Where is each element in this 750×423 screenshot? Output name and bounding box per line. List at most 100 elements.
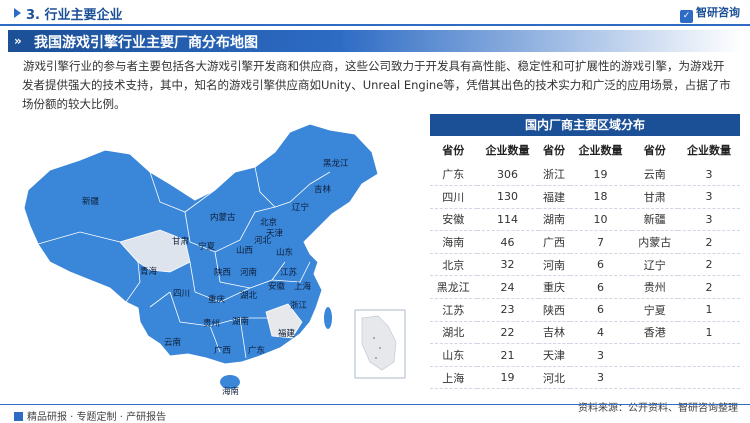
region-table-panel: 国内厂商主要区域分布 省份 企业数量 省份 企业数量 省份 企业数量 广东 306…	[430, 114, 740, 390]
map-label: 广东	[248, 345, 265, 355]
map-label: 湖北	[240, 290, 258, 300]
map-label: 湖南	[232, 316, 249, 326]
map-label: 山东	[276, 247, 293, 257]
brand-logo: ✓ 智研咨询	[680, 4, 740, 23]
table-cell: 4	[569, 321, 632, 345]
table-cell: 河北	[538, 366, 570, 390]
table-cell: 重庆	[538, 275, 570, 300]
table-cell: 河南	[538, 253, 570, 277]
map-label: 浙江	[290, 300, 308, 310]
footer-divider	[0, 404, 750, 405]
table-row: 安徽 114 湖南 10 新疆 3	[430, 208, 740, 232]
column-header: 省份	[643, 143, 666, 157]
table-cell: 3	[678, 163, 740, 187]
map-label: 上海	[294, 281, 312, 291]
top-bar: 3. 行业主要企业 ✓ 智研咨询	[0, 0, 750, 26]
province-labels: 黑龙江 吉林 辽宁 新疆 内蒙古 北京 天津 河北 甘肃 宁夏 山西 山东 青海…	[82, 158, 349, 396]
chevron-right-icon: »	[14, 34, 22, 48]
table-cell: 22	[476, 321, 539, 345]
table-cell: 广东	[430, 163, 477, 187]
table-cell: 6	[569, 275, 632, 300]
column-header: 企业数量	[687, 143, 731, 157]
table-cell: 四川	[430, 185, 477, 209]
table-cell: 安徽	[430, 208, 477, 232]
table-cell: 18	[569, 185, 632, 209]
china-map: 黑龙江 吉林 辽宁 新疆 内蒙古 北京 天津 河北 甘肃 宁夏 山西 山东 青海…	[23, 123, 406, 396]
table-cell: 3	[678, 208, 740, 232]
table-cell: 46	[476, 230, 539, 254]
table-cell: 黑龙江	[430, 275, 477, 300]
table-row: 四川 130 福建 18 甘肃 3	[430, 185, 740, 209]
table-cell: 2	[678, 275, 740, 300]
table-cell: 江苏	[430, 298, 477, 322]
taiwan-shape	[324, 307, 332, 329]
table-cell: 19	[569, 163, 632, 187]
footer-tagline-text: 精品研报 · 专题定制 · 产研报告	[27, 412, 167, 423]
muted-region-fujian	[265, 303, 303, 339]
table-row: 海南 46 广西 7 内蒙古 2	[430, 230, 740, 254]
logo-text: 智研咨询	[696, 6, 740, 19]
table-cell: 3	[569, 343, 632, 367]
table-row: 江苏 23 陕西 6 宁夏 1	[430, 298, 740, 322]
map-label: 宁夏	[198, 241, 216, 251]
china-mainland-shape	[23, 123, 379, 365]
region-table: 省份 企业数量 省份 企业数量 省份 企业数量 广东 306 浙江 19 云南 3 四川 13…	[430, 136, 740, 390]
table-cell: 1	[678, 298, 740, 322]
table-row: 黑龙江 24 重庆 6 贵州 2	[430, 275, 740, 300]
column-header: 企业数量	[578, 143, 623, 157]
table-cell: 19	[476, 366, 539, 390]
table-cell: 6	[569, 253, 632, 277]
map-label: 贵州	[203, 318, 220, 328]
header-divider	[0, 24, 750, 26]
map-label: 重庆	[208, 294, 226, 304]
table-cell: 甘肃	[631, 185, 678, 209]
table-cell: 10	[569, 208, 632, 232]
map-label: 海南	[222, 386, 239, 396]
table-row: 北京 32 河南 6 辽宁 2	[430, 253, 740, 277]
table-cell: 湖北	[430, 321, 477, 345]
table-row: 湖北 22 吉林 4 香港 1	[430, 321, 740, 345]
source-note: 资料来源：公开资料、智研咨询整理	[578, 403, 738, 414]
table-cell: 2	[678, 230, 740, 254]
table-cell: 云南	[631, 163, 678, 187]
table-cell: 24	[476, 275, 539, 300]
table-cell: 2	[678, 253, 740, 277]
table-cell: 3	[678, 185, 740, 209]
map-label: 江苏	[280, 267, 298, 277]
map-label: 北京	[260, 217, 277, 227]
table-cell: 海南	[430, 230, 477, 254]
map-label: 山西	[236, 245, 253, 255]
column-header: 省份	[543, 143, 565, 157]
table-cell	[631, 366, 678, 390]
map-label: 辽宁	[292, 202, 309, 212]
table-cell: 3	[569, 366, 632, 390]
section-title: 3. 行业主要企业	[14, 4, 123, 23]
table-cell: 陕西	[538, 298, 570, 322]
table-cell: 香港	[631, 321, 678, 345]
muted-region-qinghai	[119, 229, 191, 273]
map-label: 新疆	[82, 196, 100, 206]
muted-region-tibet	[37, 231, 141, 303]
map-label: 青海	[140, 266, 158, 276]
table-row: 山东 21 天津 3	[430, 343, 740, 367]
table-row: 上海 19 河北 3	[430, 366, 740, 390]
province-borders	[149, 166, 331, 359]
table-cell: 山东	[430, 343, 477, 367]
map-label: 云南	[164, 337, 181, 347]
table-cell: 114	[476, 208, 539, 232]
column-header: 企业数量	[485, 143, 530, 157]
square-icon	[14, 412, 23, 421]
triangle-icon	[14, 8, 21, 18]
title-banner: » 我国游戏引擎行业主要厂商分布地图	[8, 30, 742, 52]
table-cell: 130	[476, 185, 539, 209]
section-title-text: 3. 行业主要企业	[26, 8, 123, 23]
table-title: 国内厂商主要区域分布	[430, 114, 740, 136]
table-cell: 306	[476, 163, 539, 187]
map-label: 天津	[266, 228, 284, 238]
footer: 精品研报 · 专题定制 · 产研报告	[0, 404, 750, 423]
map-label: 黑龙江	[323, 158, 349, 168]
footer-tagline: 精品研报 · 专题定制 · 产研报告	[14, 408, 166, 423]
table-cell: 天津	[538, 343, 570, 367]
map-label: 广西	[214, 345, 231, 355]
map-label: 吉林	[314, 184, 332, 194]
